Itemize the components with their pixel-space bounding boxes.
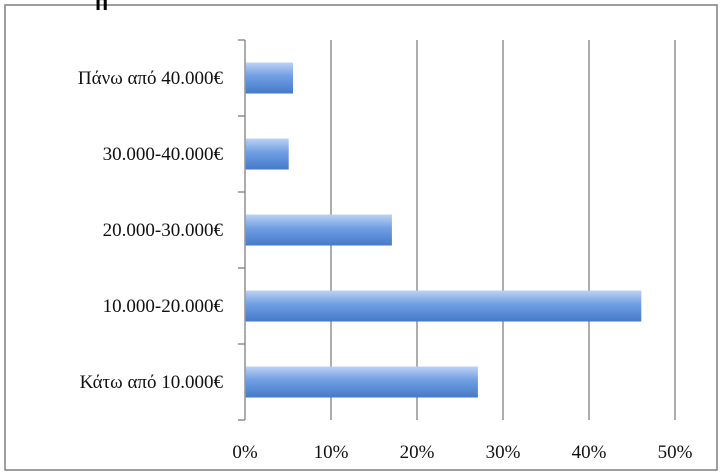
bar — [245, 138, 289, 170]
category-label: Κάτω από 10.000€ — [80, 372, 224, 393]
bar — [245, 214, 392, 246]
x-tick-label: 40% — [572, 442, 607, 463]
heading-fragment: п — [95, 0, 108, 15]
bar — [245, 366, 478, 398]
category-label: 10.000-20.000€ — [103, 296, 224, 317]
category-label: 20.000-30.000€ — [103, 220, 224, 241]
category-label: 30.000-40.000€ — [103, 144, 224, 165]
axes — [238, 39, 246, 421]
bar — [245, 290, 642, 322]
bar — [245, 62, 293, 94]
x-tick-label: 30% — [486, 442, 521, 463]
x-tick-label: 50% — [658, 442, 693, 463]
bars — [245, 62, 642, 398]
x-tick-labels: 0% 10% 20% 30% 40% 50% — [232, 442, 692, 463]
category-label: Πάνω από 40.000€ — [78, 68, 224, 89]
x-tick-label: 10% — [314, 442, 349, 463]
x-tick-label: 20% — [400, 442, 435, 463]
gridlines — [330, 40, 676, 420]
x-tick-label: 0% — [232, 442, 258, 463]
category-labels: Πάνω από 40.000€ 30.000-40.000€ 20.000-30.… — [78, 68, 224, 393]
